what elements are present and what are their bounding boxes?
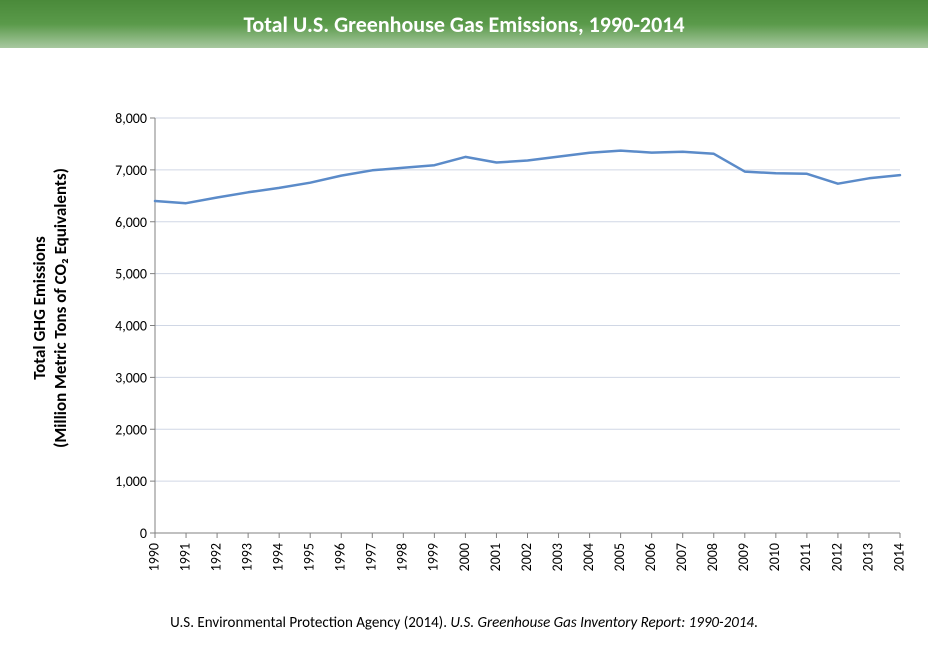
y-tick-label: 8,000 [115, 110, 147, 127]
x-tick-label: 1996 [332, 543, 349, 571]
y-axis-label-line1: Total GHG Emissions [29, 236, 50, 380]
y-tick-label: 5,000 [115, 266, 147, 283]
x-tick-label: 1994 [270, 543, 287, 571]
y-tick-label: 2,000 [115, 421, 147, 438]
x-tick-label: 2013 [859, 543, 876, 571]
x-tick-label: 2000 [456, 543, 473, 571]
x-tick-label: 1990 [145, 543, 162, 571]
x-tick-label: 1995 [301, 543, 318, 571]
x-tick-label: 1999 [425, 543, 442, 571]
x-tick-label: 2008 [704, 543, 721, 571]
source-suffix: . [754, 614, 758, 632]
y-tick-label: 0 [140, 525, 147, 542]
x-tick-label: 2007 [673, 543, 690, 571]
x-tick-label: 1997 [363, 543, 380, 571]
x-tick-label: 1991 [176, 543, 193, 571]
x-tick-label: 2004 [580, 543, 597, 571]
chart-title: Total U.S. Greenhouse Gas Emissions, 199… [243, 11, 684, 38]
x-tick-label: 2010 [766, 543, 783, 571]
x-tick-label: 2012 [828, 543, 845, 571]
source-italic: U.S. Greenhouse Gas Inventory Report: 19… [450, 614, 754, 632]
chart-svg: 0 1,000 2,000 3,000 4,000 5,000 6,000 7,000 8,00… [0, 48, 928, 608]
x-tick-label: 2002 [518, 543, 535, 571]
x-tick-label: 2006 [642, 543, 659, 571]
y-axis-label: Total GHG Emissions (Million Metric Tons… [29, 168, 71, 448]
source-citation: U.S. Environmental Protection Agency (20… [0, 614, 928, 632]
y-tick-label: 6,000 [115, 214, 147, 231]
x-tick-label: 2003 [549, 543, 566, 571]
chart-area: Total GHG Emissions (Million Metric Tons… [0, 48, 928, 608]
x-tick-label: 2005 [611, 543, 628, 571]
emissions-line [155, 151, 900, 204]
source-prefix: U.S. Environmental Protection Agency (20… [170, 614, 450, 632]
x-tick-label: 2014 [890, 543, 907, 571]
y-tick-label: 3,000 [115, 369, 147, 386]
chart-header: Total U.S. Greenhouse Gas Emissions, 199… [0, 0, 928, 48]
x-tick-label: 1998 [394, 543, 411, 571]
y-tick-label: 7,000 [115, 162, 147, 179]
x-tick-label: 2011 [797, 543, 814, 571]
y-tick-label: 4,000 [115, 318, 147, 335]
x-tick-label: 2001 [487, 543, 504, 571]
y-axis-label-line2: (Million Metric Tons of CO₂ Equivalents) [50, 168, 71, 448]
x-tick-label: 2009 [735, 543, 752, 571]
x-tick-label: 1992 [207, 543, 224, 571]
y-tick-label: 1,000 [115, 473, 147, 490]
x-tick-label: 1993 [238, 543, 255, 571]
